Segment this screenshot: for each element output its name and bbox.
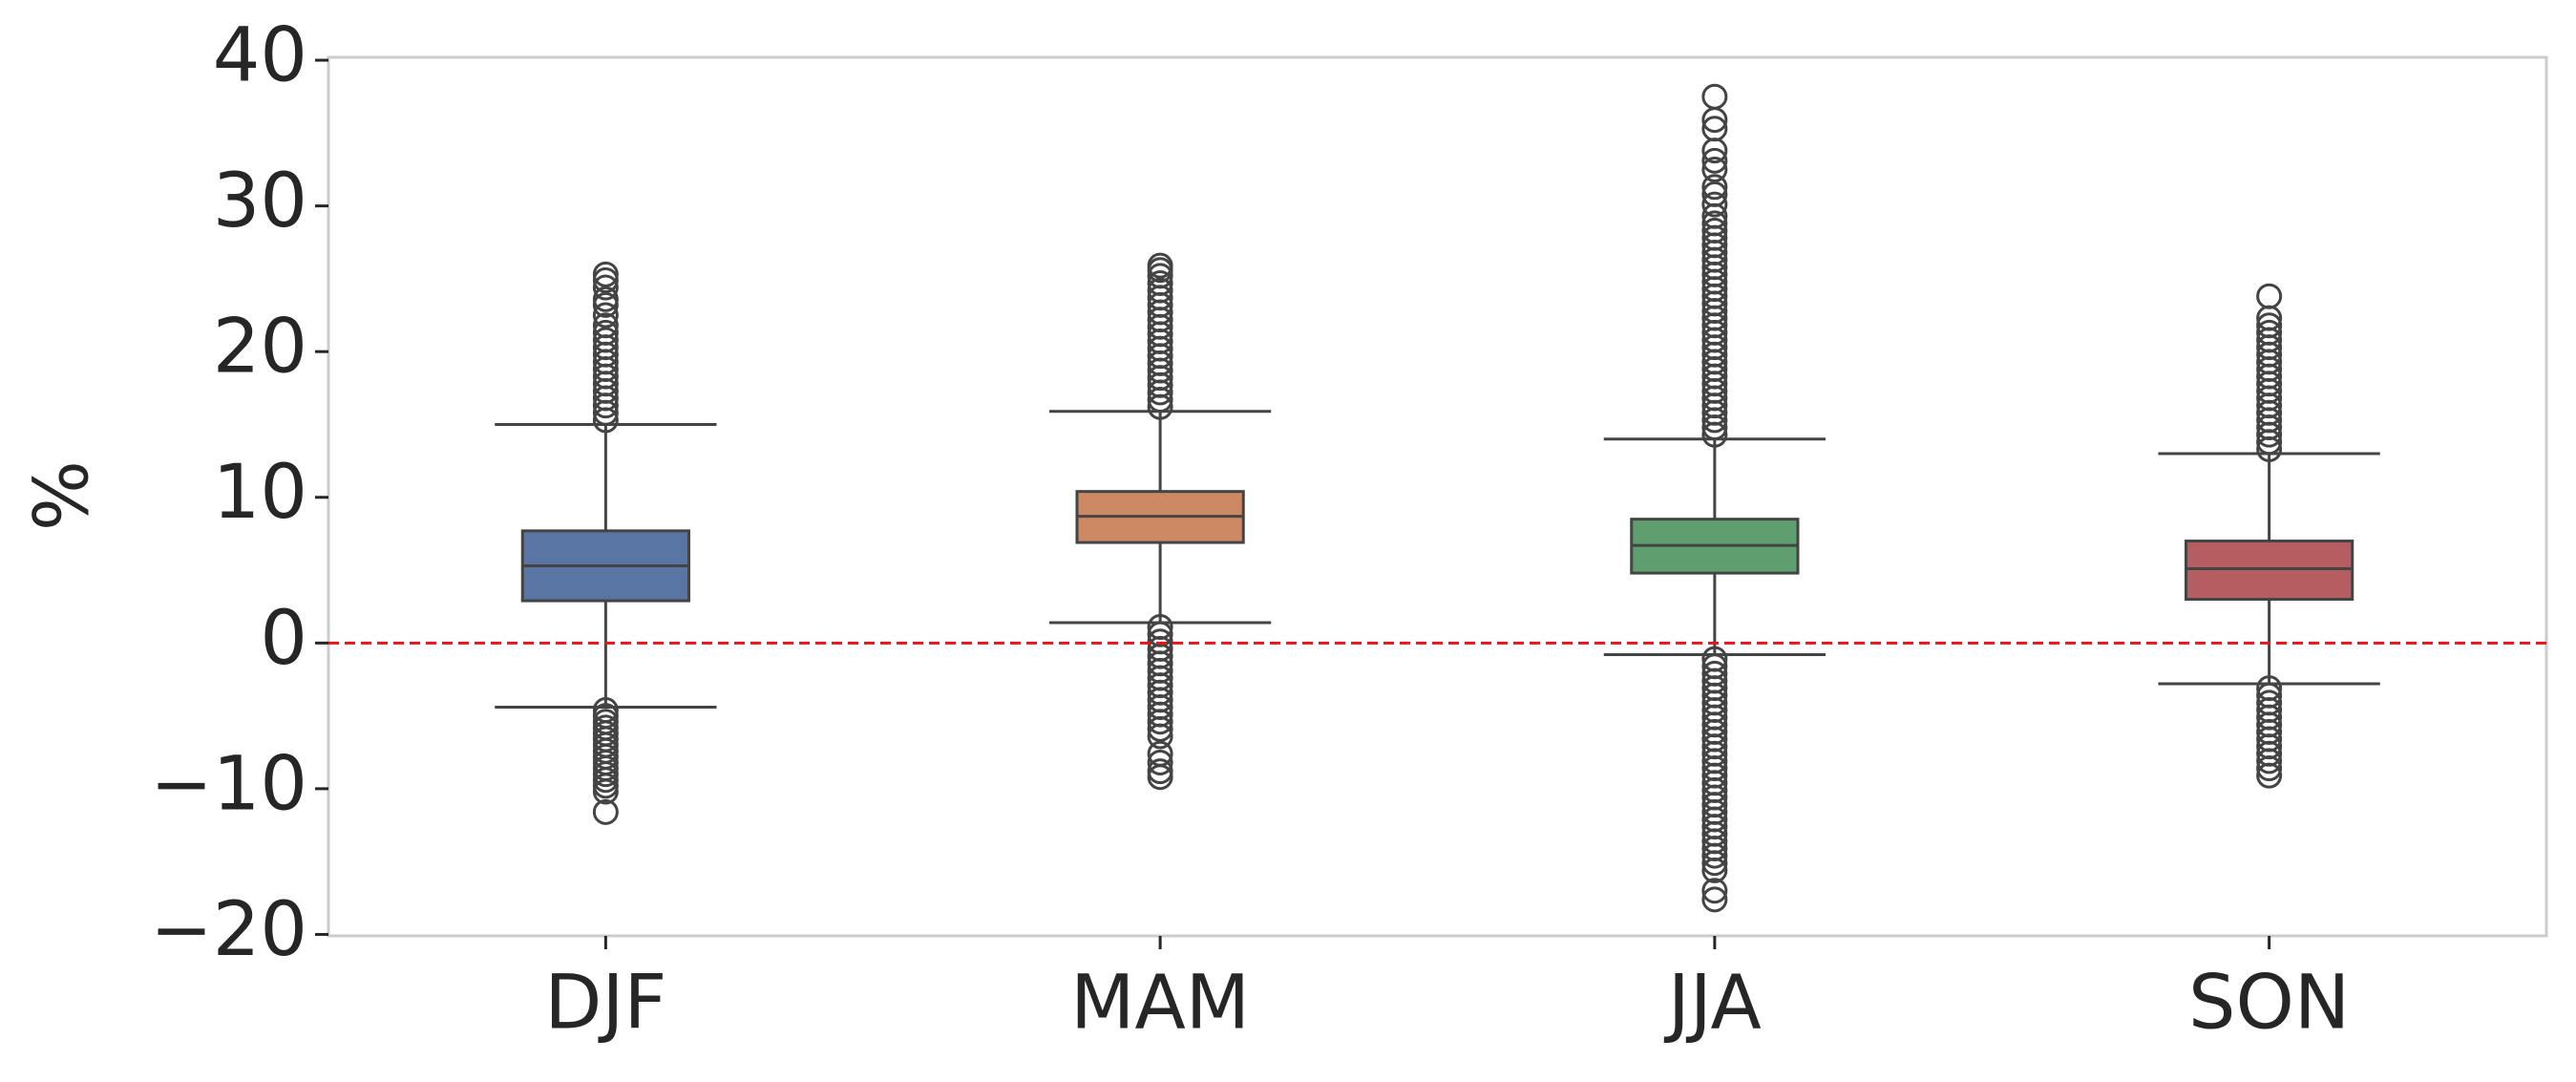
box: [2185, 540, 2354, 602]
outlier: [592, 274, 619, 301]
outlier: [592, 798, 619, 825]
outlier: [1701, 191, 1728, 218]
outlier: [2256, 762, 2283, 789]
y-axis-label: %: [19, 460, 105, 531]
outlier: [1147, 269, 1173, 296]
y-tick-label: 40: [213, 13, 307, 99]
outlier: [2256, 755, 2283, 782]
outlier: [592, 778, 619, 805]
outlier: [1147, 709, 1173, 735]
x-tick-label: SON: [2188, 960, 2350, 1046]
outlier: [1701, 886, 1728, 913]
outlier: [1701, 842, 1728, 869]
outlier: [2256, 748, 2283, 774]
outlier: [1701, 156, 1728, 182]
outlier: [1147, 277, 1173, 304]
x-tick-label: DJF: [544, 960, 666, 1046]
outlier: [1701, 147, 1728, 174]
outlier: [2256, 312, 2283, 339]
outlier: [1147, 252, 1173, 279]
outlier: [1147, 764, 1173, 791]
outlier: [1701, 850, 1728, 877]
outlier: [1701, 857, 1728, 883]
y-tick-label: 30: [213, 159, 307, 244]
y-tick-label: 10: [213, 450, 307, 536]
outlier: [1701, 210, 1728, 237]
plot-frame: [327, 55, 2548, 938]
outlier: [2256, 283, 2283, 309]
x-tick-label: MAM: [1070, 960, 1250, 1046]
outlier: [1147, 723, 1173, 750]
outlier: [1701, 83, 1728, 110]
outlier: [1147, 715, 1173, 742]
outlier: [592, 261, 619, 287]
outlier: [1147, 749, 1173, 775]
y-tick-label: −20: [150, 887, 307, 973]
outlier: [592, 312, 619, 339]
outlier: [592, 302, 619, 329]
outlier: [592, 327, 619, 353]
outlier: [592, 319, 619, 346]
y-tick-label: 20: [213, 305, 307, 391]
outlier: [1701, 180, 1728, 207]
y-tick-label: −10: [150, 741, 307, 827]
outlier: [1701, 174, 1728, 201]
x-tick-label: JJA: [1663, 960, 1762, 1046]
outlier: [592, 286, 619, 312]
outlier: [1701, 878, 1728, 904]
outlier: [1701, 218, 1728, 244]
outlier: [2256, 319, 2283, 346]
outlier: [1701, 116, 1728, 142]
y-tick-label: 0: [260, 596, 307, 682]
